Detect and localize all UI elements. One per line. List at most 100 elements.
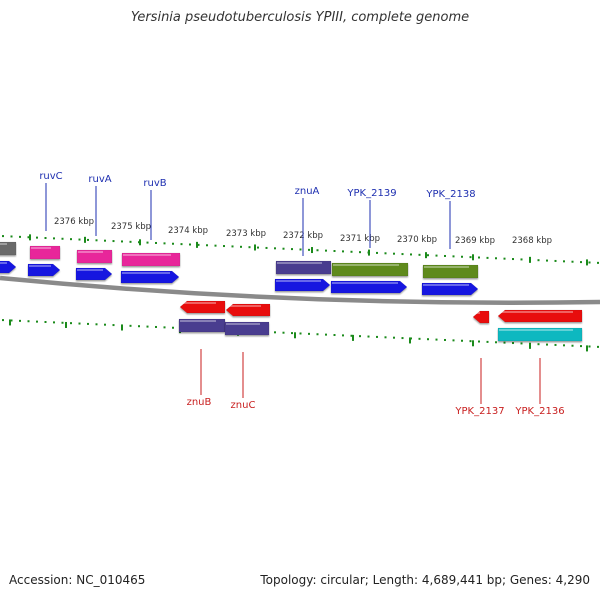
gene-block-highlight (0, 262, 7, 264)
track-dot (282, 331, 285, 334)
track-dot (342, 334, 344, 337)
track-dot (299, 248, 302, 251)
track-dot (427, 254, 429, 257)
track-dot (61, 237, 64, 240)
track-dot (282, 247, 285, 250)
track-dot (87, 322, 89, 325)
gene-block-highlight (424, 266, 469, 268)
lower-tick (65, 321, 67, 328)
ruler-label: 2368 kbp (512, 236, 552, 246)
track-dot (299, 332, 302, 335)
track-dot (537, 343, 540, 346)
track-dot (291, 332, 293, 335)
gene-block-highlight (332, 282, 398, 284)
lower-tick (121, 324, 123, 331)
map-title: Yersinia pseudotuberculosis YPIII, compl… (130, 10, 470, 25)
track-dot (163, 242, 166, 245)
gene-labels-layer: 2376 kbp 2375 kbp 2374 kbp 2373 kbp 2372 kbp… (39, 171, 564, 417)
track-dot (376, 251, 378, 254)
track-dot (503, 341, 506, 344)
gene-block-highlight (122, 272, 170, 274)
gene-block-highlight (333, 264, 399, 266)
gene-arrow-blue (274, 278, 331, 292)
gene-block-highlight (226, 323, 260, 325)
track-dot (486, 256, 489, 259)
track-dot (172, 242, 174, 245)
gene-block-pink (121, 252, 181, 267)
track-dot (129, 324, 132, 327)
gene-label-ruva: ruvA (88, 174, 111, 185)
ruler-tick (586, 259, 588, 266)
track-dot (512, 258, 514, 261)
accession-text: Accession: NC_010465 (9, 573, 146, 587)
track-dot (418, 337, 421, 340)
gene-arrow-red (497, 309, 583, 323)
track-dot (104, 323, 106, 326)
gene-label-ruvb: ruvB (143, 178, 166, 189)
lower-tick (409, 337, 411, 344)
track-dot (44, 321, 47, 324)
track-dot (444, 254, 446, 257)
ruler-label: 2374 kbp (168, 226, 208, 236)
track-dot (112, 240, 115, 243)
track-dot (325, 249, 327, 252)
track-dot (19, 319, 21, 322)
track-dot (597, 345, 599, 348)
track-dot (401, 253, 404, 256)
track-dot (461, 339, 463, 342)
track-dot (172, 326, 174, 329)
gene-block-highlight (180, 320, 216, 322)
track-dot (316, 333, 319, 336)
gene-label-ypk_2138: YPK_2138 (425, 189, 475, 200)
track-dot (393, 336, 395, 339)
track-dot (155, 241, 157, 244)
gene-block-highlight (31, 247, 51, 249)
track-dot (503, 257, 506, 260)
track-dot (512, 342, 514, 345)
track-dot (112, 324, 115, 327)
track-dot (44, 237, 47, 240)
gene-block-highlight (78, 251, 103, 253)
genome-backbone (0, 275, 600, 305)
gene-label-ypk_2136: YPK_2136 (514, 406, 564, 417)
gene-block-purple (224, 321, 270, 336)
track-dot (478, 256, 480, 259)
gene-block-purple (275, 260, 332, 275)
track-dot (520, 258, 523, 261)
track-dot (146, 241, 149, 244)
track-dot (61, 321, 64, 324)
track-dot (444, 338, 446, 341)
lower-tick (9, 319, 11, 326)
gene-block-cyan (497, 327, 583, 342)
track-dot (333, 250, 336, 253)
ruler-tick (196, 241, 198, 248)
ruler-tick (529, 256, 531, 263)
track-dot (350, 334, 353, 337)
gene-label-ypk_2139: YPK_2139 (346, 188, 396, 199)
track-dot (537, 259, 540, 262)
track-dot (19, 235, 21, 238)
track-dot (78, 322, 81, 325)
track-dot (2, 319, 4, 322)
track-dot (265, 246, 268, 249)
gene-block-olive (331, 262, 409, 277)
track-dot (95, 239, 98, 242)
track-dot (554, 343, 557, 346)
track-dot (36, 320, 38, 323)
track-dot (223, 245, 225, 248)
lower-tick (352, 334, 354, 341)
track-dot (359, 335, 361, 338)
ruler-tick (254, 244, 256, 251)
track-dot (27, 320, 30, 323)
track-dot (401, 337, 404, 340)
track-dot (393, 252, 395, 255)
track-dot (427, 338, 429, 341)
gene-block-highlight (0, 243, 7, 245)
track-dot (495, 341, 497, 344)
track-dot (53, 237, 55, 240)
ruler-tick (472, 254, 474, 261)
lower-tick (294, 332, 296, 339)
track-dot (197, 243, 200, 246)
track-dot (418, 253, 421, 256)
